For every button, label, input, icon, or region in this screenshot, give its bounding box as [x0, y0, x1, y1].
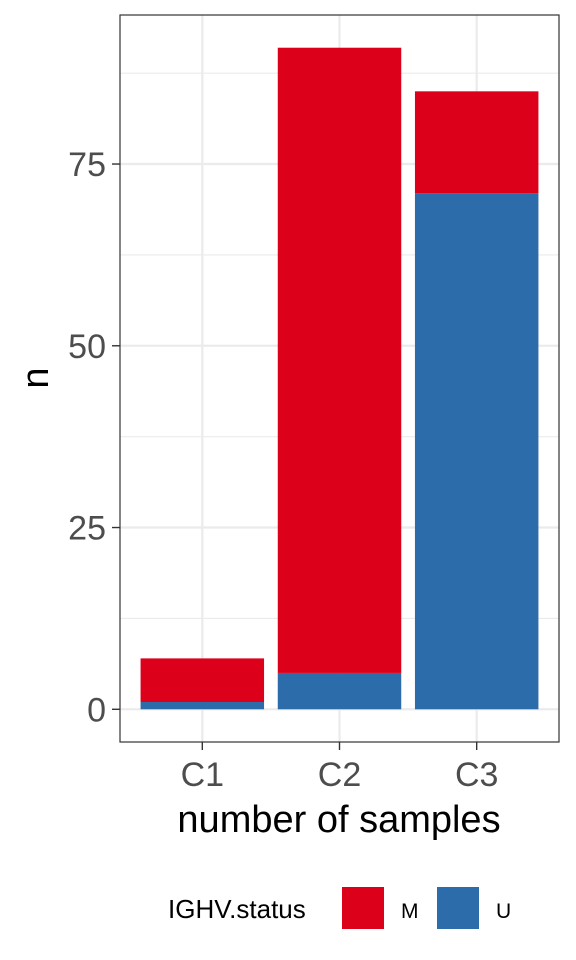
y-tick-label: 25	[68, 510, 106, 548]
bar-C2-U	[277, 672, 402, 710]
axis-ticks: 0 25 50 75 C1 C2 C3	[68, 146, 498, 794]
bar-C2-M	[277, 47, 402, 673]
legend: IGHV.status M U	[168, 887, 511, 929]
bar-C3-U	[414, 193, 539, 710]
y-tick-label: 50	[68, 328, 106, 366]
x-tick-label: C2	[318, 756, 361, 794]
legend-label-M: M	[401, 900, 419, 923]
legend-label-U: U	[496, 900, 511, 923]
y-tick-label: 0	[87, 691, 106, 729]
y-tick-label: 75	[68, 146, 106, 184]
x-tick-label: C1	[181, 756, 224, 794]
legend-title: IGHV.status	[168, 894, 306, 924]
y-axis-title: n	[15, 367, 57, 388]
bar-C3-M	[414, 91, 539, 194]
bar-C1-U	[140, 702, 265, 710]
bars	[140, 47, 539, 710]
x-axis-title: number of samples	[177, 799, 500, 841]
legend-key-M	[342, 887, 384, 929]
bar-C1-M	[140, 658, 265, 703]
legend-key-U	[437, 887, 479, 929]
x-tick-label: C3	[455, 756, 498, 794]
